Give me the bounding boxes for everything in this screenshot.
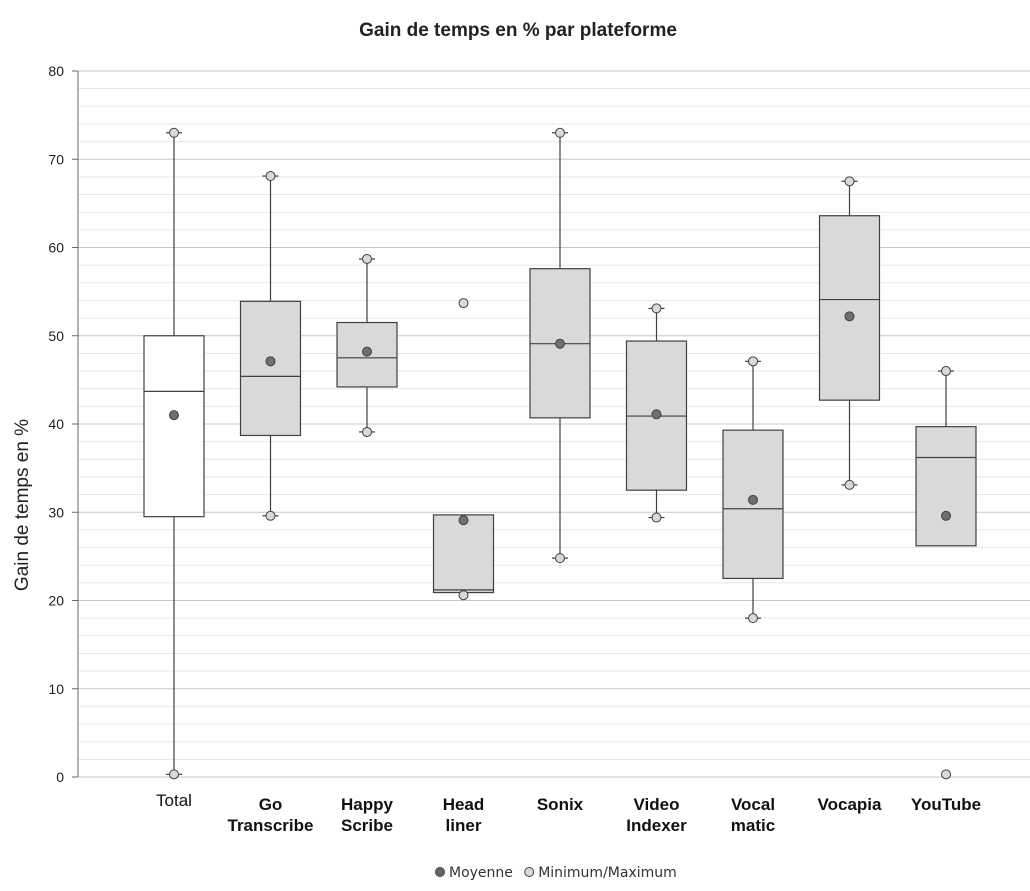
y-tick-label: 60 <box>48 240 64 256</box>
min-marker <box>941 769 951 780</box>
box-iqr <box>915 426 977 547</box>
mean-marker <box>748 494 758 505</box>
max-marker <box>651 303 662 314</box>
box-head-liner <box>432 298 495 601</box>
box-video-indexer <box>625 303 688 523</box>
x-category-label: Head liner <box>443 795 485 835</box>
box-total <box>143 127 205 780</box>
x-category-label-line: Head <box>443 795 485 814</box>
chart-title: Gain de temps en % par plateforme <box>359 20 677 41</box>
mean-marker <box>651 409 662 420</box>
max-marker <box>748 356 758 367</box>
y-tick-label: 10 <box>48 681 64 697</box>
x-category-label: YouTube <box>911 795 981 814</box>
legend-label: Moyenne <box>449 865 513 881</box>
box-vocal-matic <box>722 356 784 624</box>
x-category-label: Video Indexer <box>626 795 687 835</box>
legend: Moyenne Minimum/Maximum <box>435 865 677 881</box>
max-marker <box>555 127 565 138</box>
max-marker <box>458 298 469 309</box>
legend-item-min-max: Minimum/Maximum <box>524 865 677 881</box>
mean-marker <box>941 510 951 521</box>
grid-lines <box>78 70 1030 778</box>
y-axis-label: Gain de temps en % <box>12 419 33 591</box>
y-tick-label: 0 <box>56 769 64 785</box>
min-marker <box>651 512 662 523</box>
x-category-label-line: liner <box>446 816 482 835</box>
y-tick-label: 30 <box>48 504 64 520</box>
mean-marker <box>555 338 565 349</box>
x-category-label: Vocapia <box>818 795 882 814</box>
max-marker <box>844 176 855 187</box>
box-iqr <box>818 215 881 401</box>
x-category-label-line: Scribe <box>341 816 393 835</box>
x-category-label-line: Vocapia <box>818 795 882 814</box>
box-happy-scribe <box>336 253 398 437</box>
x-category-label: Total <box>156 791 192 810</box>
mean-marker <box>844 311 855 322</box>
x-category-label-line: Video <box>634 795 680 814</box>
x-category-label: Happy Scribe <box>341 795 394 835</box>
min-marker <box>844 479 855 490</box>
box-iqr <box>432 514 495 594</box>
x-category-label-line: Indexer <box>626 816 687 835</box>
box-vocapia <box>818 176 881 490</box>
x-category-label-line: Go <box>259 795 283 814</box>
min-marker <box>265 510 276 521</box>
legend-minmax-marker <box>524 867 535 877</box>
box-go-transcribe <box>239 171 302 521</box>
x-axis-category-labels: Total Go Transcribe Happy Scribe Head liner Son… <box>156 791 981 835</box>
max-marker <box>362 253 372 264</box>
mean-marker <box>362 346 372 357</box>
y-tick-label: 50 <box>48 328 64 344</box>
max-marker <box>941 366 951 377</box>
box-iqr <box>239 300 302 437</box>
x-category-label-line: YouTube <box>911 795 981 814</box>
x-category-label: Vocal matic <box>731 795 775 835</box>
legend-mean-marker <box>435 867 445 877</box>
x-category-label-line: Transcribe <box>228 816 314 835</box>
x-category-label-line: Total <box>156 791 192 810</box>
max-marker <box>265 171 276 182</box>
box-sonix <box>529 127 591 564</box>
min-marker <box>458 590 469 601</box>
mean-marker <box>169 410 179 421</box>
box-series <box>143 127 977 780</box>
y-tick-label: 80 <box>48 63 64 79</box>
min-marker <box>169 769 179 780</box>
x-category-label: Go Transcribe <box>228 795 314 835</box>
mean-marker <box>458 515 469 526</box>
min-marker <box>555 553 565 564</box>
x-category-label-line: Happy <box>341 795 394 814</box>
y-tick-label: 40 <box>48 416 64 432</box>
legend-label: Minimum/Maximum <box>538 865 677 881</box>
legend-item-mean: Moyenne <box>435 865 513 881</box>
min-marker <box>362 426 372 437</box>
x-category-label-line: Sonix <box>537 795 584 814</box>
min-marker <box>748 613 758 624</box>
box-iqr <box>143 335 205 518</box>
max-marker <box>169 127 179 138</box>
x-category-label-line: matic <box>731 816 775 835</box>
y-tick-label: 70 <box>48 151 64 167</box>
x-category-label: Sonix <box>537 795 584 814</box>
x-category-label-line: Vocal <box>731 795 775 814</box>
y-tick-label: 20 <box>48 593 64 609</box>
y-axis: 0 10 20 30 40 50 60 70 80 <box>48 63 79 785</box>
box-youtube <box>915 366 977 780</box>
mean-marker <box>265 356 276 367</box>
